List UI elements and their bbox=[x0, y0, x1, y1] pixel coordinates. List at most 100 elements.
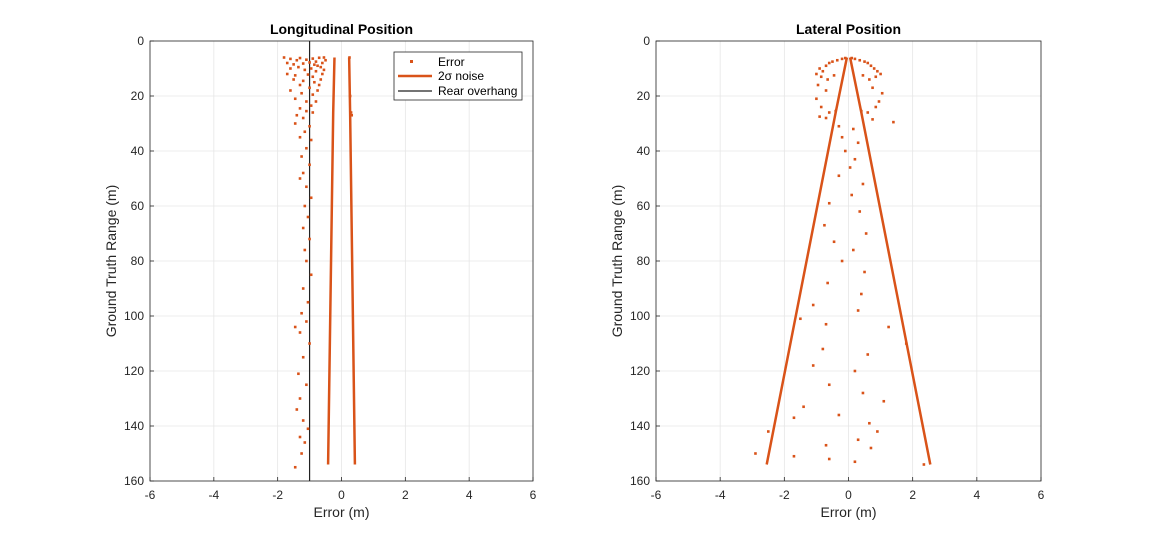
lateral-error-point bbox=[840, 259, 844, 263]
lateral-error-point bbox=[852, 248, 855, 252]
lateral-error-point bbox=[831, 60, 834, 63]
lateral-error-point bbox=[815, 97, 818, 101]
legend-label-error: Error bbox=[438, 55, 465, 69]
longitudinal-x-tick-label: -2 bbox=[272, 488, 283, 502]
lateral-error-point bbox=[863, 60, 866, 63]
longitudinal-error-point bbox=[293, 97, 297, 101]
longitudinal-error-point bbox=[319, 65, 323, 69]
lateral-error-point bbox=[850, 193, 854, 197]
lateral-error-point bbox=[843, 56, 847, 60]
longitudinal-error-point bbox=[322, 68, 326, 72]
longitudinal-error-point bbox=[305, 320, 308, 323]
lateral-error-point bbox=[811, 303, 815, 307]
longitudinal-error-point bbox=[303, 68, 307, 72]
lateral-y-tick-label: 160 bbox=[630, 474, 650, 488]
longitudinal-error-point bbox=[313, 80, 316, 84]
longitudinal-error-point bbox=[305, 109, 308, 113]
longitudinal-error-point bbox=[306, 427, 310, 431]
longitudinal-error-point bbox=[301, 355, 305, 359]
lateral-x-tick-label: 6 bbox=[1038, 488, 1045, 502]
longitudinal-y-tick-label: 20 bbox=[131, 89, 145, 103]
lateral-error-point bbox=[823, 223, 826, 227]
lateral-error-point bbox=[821, 347, 825, 351]
lateral-error-point bbox=[860, 109, 863, 113]
lateral-error-point bbox=[832, 240, 836, 244]
longitudinal-error-point bbox=[295, 113, 299, 117]
longitudinal-error-point bbox=[285, 61, 289, 65]
lateral-error-point bbox=[821, 69, 825, 73]
longitudinal-error-point bbox=[311, 57, 315, 60]
lateral-error-point bbox=[824, 322, 828, 326]
lateral-x-tick-label: 4 bbox=[973, 488, 980, 502]
lateral-x-tick-label: -2 bbox=[779, 488, 790, 502]
longitudinal-error-point bbox=[301, 62, 305, 65]
longitudinal-error-point bbox=[348, 94, 352, 98]
lateral-error-point bbox=[868, 421, 871, 425]
lateral-error-point bbox=[816, 83, 820, 87]
lateral-error-point bbox=[837, 124, 841, 128]
longitudinal-error-point bbox=[300, 155, 303, 158]
longitudinal-error-point bbox=[311, 93, 315, 96]
lateral-x-tick-label: -4 bbox=[715, 488, 726, 502]
lateral-noise-bound-upper bbox=[848, 57, 932, 465]
longitudinal-x-tick-label: 2 bbox=[402, 488, 409, 502]
longitudinal-error-point bbox=[306, 73, 310, 76]
longitudinal-x-tick-label: -4 bbox=[208, 488, 219, 502]
lateral-y-tick-label: 80 bbox=[637, 254, 651, 268]
longitudinal-error-point bbox=[309, 138, 313, 142]
lateral-y-tick-label: 140 bbox=[630, 419, 650, 433]
lateral-y-tick-label: 100 bbox=[630, 309, 650, 323]
longitudinal-error-point bbox=[311, 75, 315, 79]
lateral-error-point bbox=[892, 120, 895, 124]
lateral-y-tick-label: 0 bbox=[643, 34, 650, 48]
lateral-x-axis-label: Error (m) bbox=[821, 504, 877, 520]
longitudinal-error-point bbox=[293, 325, 297, 329]
longitudinal-error-point bbox=[285, 72, 289, 76]
longitudinal-error-point bbox=[298, 435, 302, 439]
longitudinal-x-tick-label: 4 bbox=[466, 488, 473, 502]
lateral-error-point bbox=[887, 325, 890, 329]
longitudinal-error-point bbox=[316, 89, 319, 92]
longitudinal-error-point bbox=[282, 56, 286, 59]
longitudinal-error-point bbox=[293, 465, 297, 469]
lateral-error-point bbox=[818, 67, 821, 70]
longitudinal-error-point bbox=[348, 56, 351, 59]
longitudinal-noise-bound-lower bbox=[326, 57, 336, 465]
longitudinal-error-point bbox=[298, 135, 302, 139]
lateral-error-point bbox=[853, 57, 857, 61]
longitudinal-error-point bbox=[297, 372, 300, 376]
lateral-error-point bbox=[827, 383, 831, 387]
lateral-error-point bbox=[824, 64, 828, 68]
lateral-error-point bbox=[864, 232, 868, 235]
lateral-error-point bbox=[852, 127, 855, 131]
lateral-error-point bbox=[858, 58, 862, 62]
longitudinal-error-point bbox=[309, 273, 313, 277]
longitudinal-y-tick-label: 120 bbox=[124, 364, 144, 378]
lateral-error-point bbox=[879, 72, 882, 76]
longitudinal-error-point bbox=[317, 83, 321, 87]
lateral-error-point bbox=[868, 78, 871, 81]
lateral-error-point bbox=[792, 416, 796, 420]
longitudinal-error-point bbox=[289, 67, 292, 70]
lateral-y-tick-label: 20 bbox=[637, 89, 651, 103]
longitudinal-error-point bbox=[317, 56, 321, 60]
lateral-x-tick-label: 0 bbox=[845, 488, 852, 502]
lateral-error-point bbox=[850, 56, 854, 60]
lateral-y-tick-label: 120 bbox=[630, 364, 650, 378]
lateral-error-point bbox=[827, 111, 831, 114]
lateral-error-point bbox=[876, 69, 879, 73]
lateral-noise-bound-lower bbox=[765, 57, 849, 465]
longitudinal-y-tick-label: 160 bbox=[124, 474, 144, 488]
longitudinal-error-point bbox=[308, 61, 311, 64]
longitudinal-error-point bbox=[300, 311, 303, 315]
lateral-error-point bbox=[827, 61, 831, 65]
longitudinal-error-point bbox=[303, 204, 307, 208]
lateral-error-point bbox=[856, 141, 860, 145]
lateral-error-point bbox=[861, 182, 865, 186]
lateral-error-point bbox=[815, 72, 818, 76]
lateral-error-point bbox=[754, 452, 757, 455]
lateral-error-point bbox=[856, 309, 860, 312]
lateral-error-point bbox=[819, 75, 823, 79]
